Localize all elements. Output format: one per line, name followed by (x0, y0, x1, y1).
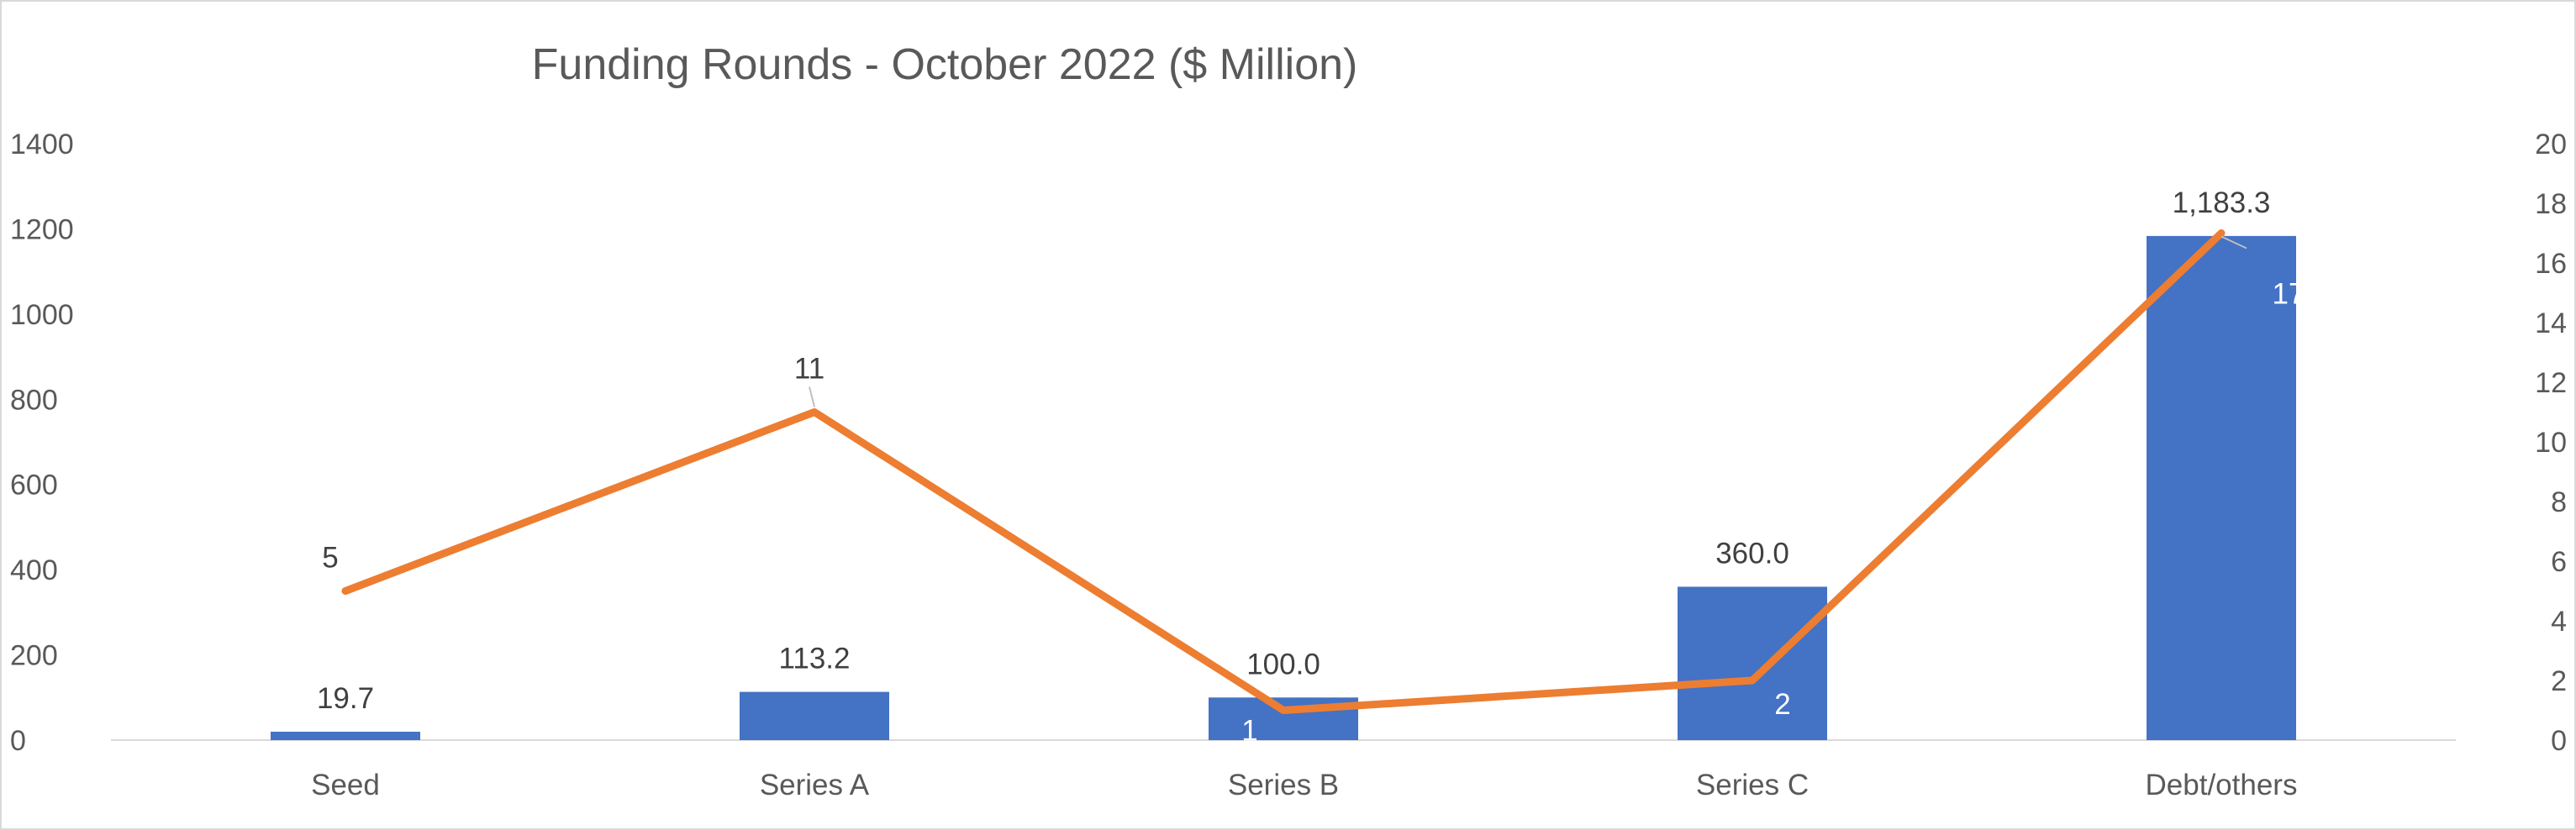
primary-y-tick-label: 600 (10, 470, 58, 502)
primary-y-tick-label: 200 (10, 640, 58, 672)
secondary-y-tick-label: 0 (2551, 725, 2567, 757)
bar-data-label: 360.0 (1715, 537, 1789, 570)
bar-data-labels: 19.7 113.2 100.0 360.0 1,183.3 (317, 186, 2270, 715)
secondary-y-tick-label: 4 (2551, 606, 2567, 638)
secondary-y-tick-label: 12 (2535, 367, 2567, 399)
x-axis-categories: Seed Series A Series B Series C Debt/others (311, 769, 2297, 801)
secondary-y-tick-label: 20 (2535, 129, 2567, 160)
line-data-label: 2 (1774, 688, 1790, 721)
line-series-path (341, 229, 2226, 714)
line-label-leader (2220, 235, 2247, 250)
primary-y-tick-label: 400 (10, 554, 58, 586)
primary-y-axis: 0 200 400 600 800 1000 1200 1400 (10, 129, 74, 757)
secondary-y-tick-label: 10 (2535, 427, 2567, 459)
primary-y-tick-label: 1000 (10, 299, 74, 331)
line-series (341, 229, 2226, 714)
secondary-y-tick-label: 16 (2535, 248, 2567, 280)
secondary-y-tick-label: 6 (2551, 546, 2567, 578)
line-data-label: 1 (1241, 715, 1257, 748)
line-label-leader (809, 386, 815, 407)
bar (2147, 235, 2296, 741)
secondary-y-tick-label: 8 (2551, 486, 2567, 518)
primary-y-tick-label: 1200 (10, 213, 74, 245)
primary-y-tick-label: 800 (10, 384, 58, 416)
primary-y-tick-label: 0 (10, 725, 26, 757)
x-category-label: Debt/others (2146, 769, 2298, 801)
bar-data-label: 19.7 (317, 682, 374, 715)
primary-y-tick-label: 1400 (10, 129, 74, 160)
secondary-y-tick-label: 18 (2535, 188, 2567, 220)
chart-title: Funding Rounds - October 2022 ($ Million… (532, 40, 1358, 89)
bar-data-label: 1,183.3 (2173, 186, 2271, 219)
x-category-label: Series A (760, 769, 870, 801)
bar-series (271, 235, 2296, 741)
line-data-label: 17 (2273, 278, 2305, 311)
secondary-y-tick-label: 14 (2535, 307, 2567, 339)
bar (1678, 586, 1827, 740)
x-category-label: Series C (1696, 769, 1809, 801)
line-data-label: 11 (794, 353, 824, 386)
bar (740, 691, 889, 740)
bar-data-label: 100.0 (1246, 648, 1320, 680)
x-category-label: Series B (1228, 769, 1339, 801)
secondary-y-tick-label: 2 (2551, 665, 2567, 697)
line-data-label: 5 (322, 542, 338, 575)
bar-data-label: 113.2 (779, 643, 851, 675)
x-category-label: Seed (311, 769, 380, 801)
bar (271, 732, 420, 740)
secondary-y-axis: 0 2 4 6 8 10 12 14 16 18 20 (2535, 129, 2567, 757)
